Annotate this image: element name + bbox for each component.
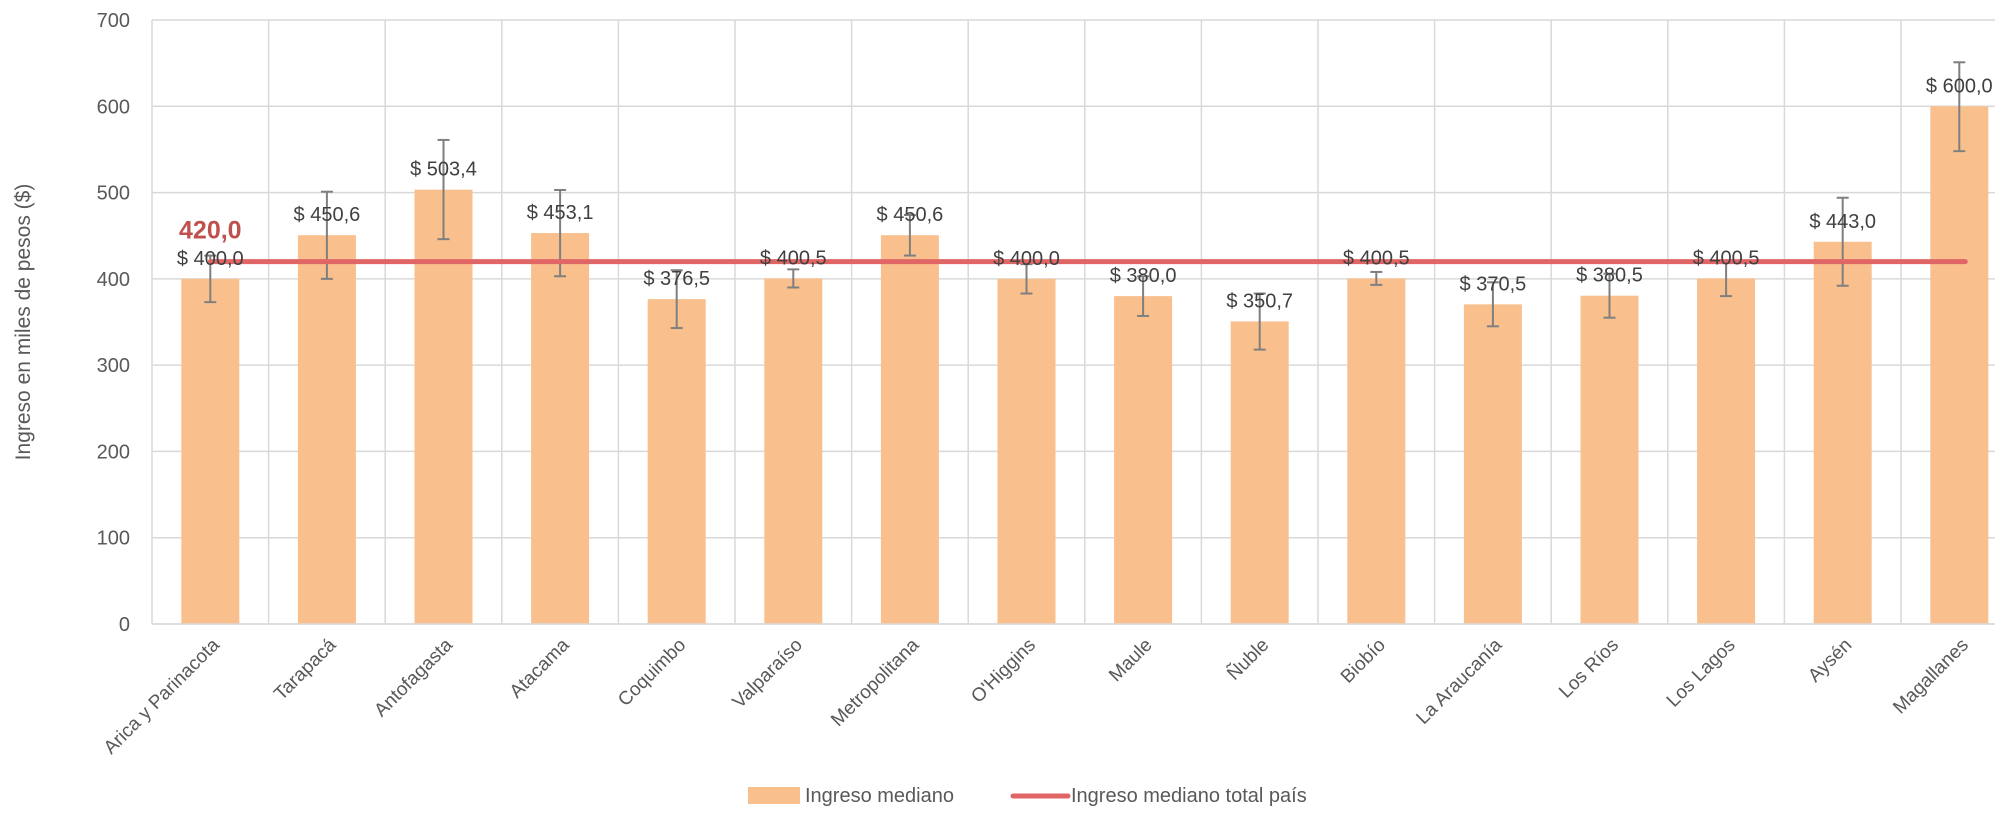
category-label: Maule <box>1105 635 1156 686</box>
y-tick-label: 600 <box>97 96 130 118</box>
category-label: Aysén <box>1804 635 1856 687</box>
category-label: O'Higgins <box>967 635 1040 708</box>
legend-label-bar: Ingreso mediano <box>805 785 954 807</box>
y-tick-label: 500 <box>97 183 130 205</box>
bar <box>414 189 473 625</box>
bar <box>1580 295 1639 624</box>
category-label: Antofagasta <box>370 634 457 721</box>
bar <box>997 278 1056 624</box>
bar <box>1813 241 1872 625</box>
bar <box>297 235 356 624</box>
bar <box>1697 278 1756 624</box>
y-tick-label: 400 <box>97 269 130 291</box>
y-tick-label: 200 <box>97 441 130 463</box>
data-label: $ 400,0 <box>993 248 1060 270</box>
error-bar <box>1253 292 1266 351</box>
legend-label-line: Ingreso mediano total país <box>1071 785 1307 807</box>
y-tick-label: 700 <box>97 10 130 32</box>
bar <box>1463 304 1522 624</box>
data-label: $ 400,5 <box>1343 247 1410 269</box>
error-bar <box>1486 281 1499 328</box>
data-label: $ 370,5 <box>1460 273 1527 295</box>
error-bar <box>670 269 683 330</box>
bar <box>1114 296 1173 624</box>
data-labels: $ 400,0 $ 450,6 $ 503,4 $ 453,1 $ 376,5 $ 400… <box>177 75 1993 312</box>
bars <box>181 106 1989 625</box>
category-label: Los Lagos <box>1663 635 1740 712</box>
data-label: $ 400,5 <box>1693 247 1760 269</box>
legend-swatch-bar <box>748 787 800 804</box>
data-label: $ 380,5 <box>1576 265 1643 287</box>
data-label: $ 376,5 <box>643 268 710 290</box>
bar <box>647 299 706 624</box>
category-label: Ñuble <box>1223 634 1274 685</box>
reference-line-group: 420,0 <box>179 217 1968 265</box>
category-label: Arica y Parinacota <box>100 634 224 758</box>
category-label: Tarapacá <box>270 634 340 704</box>
bar <box>181 278 240 624</box>
bar <box>764 278 823 624</box>
category-label: Valparaíso <box>729 635 807 713</box>
y-tick-label: 100 <box>97 528 130 550</box>
category-label: Magallanes <box>1889 635 1973 719</box>
category-label: Los Ríos <box>1555 635 1623 703</box>
error-bar <box>1836 196 1849 287</box>
data-label: $ 380,0 <box>1110 265 1177 287</box>
category-label: Coquimbo <box>614 635 690 711</box>
category-label: Metropolitana <box>827 634 924 731</box>
error-bar <box>1603 272 1616 319</box>
error-bar <box>1953 61 1966 153</box>
error-bar <box>1137 275 1150 317</box>
bar <box>1230 321 1289 624</box>
data-label: $ 450,6 <box>877 204 944 226</box>
data-label: $ 600,0 <box>1926 75 1993 97</box>
bar <box>880 235 939 624</box>
y-axis-title: Ingreso en miles de pesos ($) <box>12 184 35 461</box>
error-bar <box>320 190 333 280</box>
category-label: La Araucanía <box>1412 634 1506 728</box>
data-label: $ 350,7 <box>1226 290 1293 312</box>
data-label: $ 400,5 <box>760 247 827 269</box>
error-bar <box>1020 263 1033 295</box>
y-tick-label: 0 <box>119 614 130 636</box>
bar <box>531 233 590 624</box>
data-label: $ 400,0 <box>177 248 244 270</box>
bar <box>1347 278 1406 624</box>
data-label: $ 450,6 <box>294 204 361 226</box>
legend: Ingreso mediano Ingreso mediano total paí… <box>748 785 1307 807</box>
error-bar <box>1370 270 1383 286</box>
y-tick-label: 300 <box>97 355 130 377</box>
error-bar <box>903 214 916 257</box>
error-bar <box>787 268 800 289</box>
category-label: Biobío <box>1337 635 1390 688</box>
data-label: $ 443,0 <box>1809 211 1876 233</box>
data-label: $ 503,4 <box>410 159 477 181</box>
reference-line-label: 420,0 <box>179 217 242 245</box>
error-bar <box>437 138 450 241</box>
bar <box>1930 106 1989 625</box>
error-bars <box>204 61 1966 351</box>
data-label: $ 453,1 <box>527 202 594 224</box>
category-label: Atacama <box>506 634 574 702</box>
